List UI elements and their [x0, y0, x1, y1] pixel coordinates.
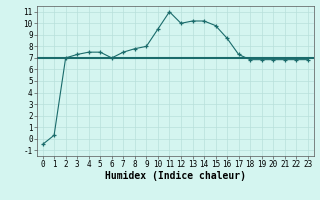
X-axis label: Humidex (Indice chaleur): Humidex (Indice chaleur): [105, 171, 246, 181]
